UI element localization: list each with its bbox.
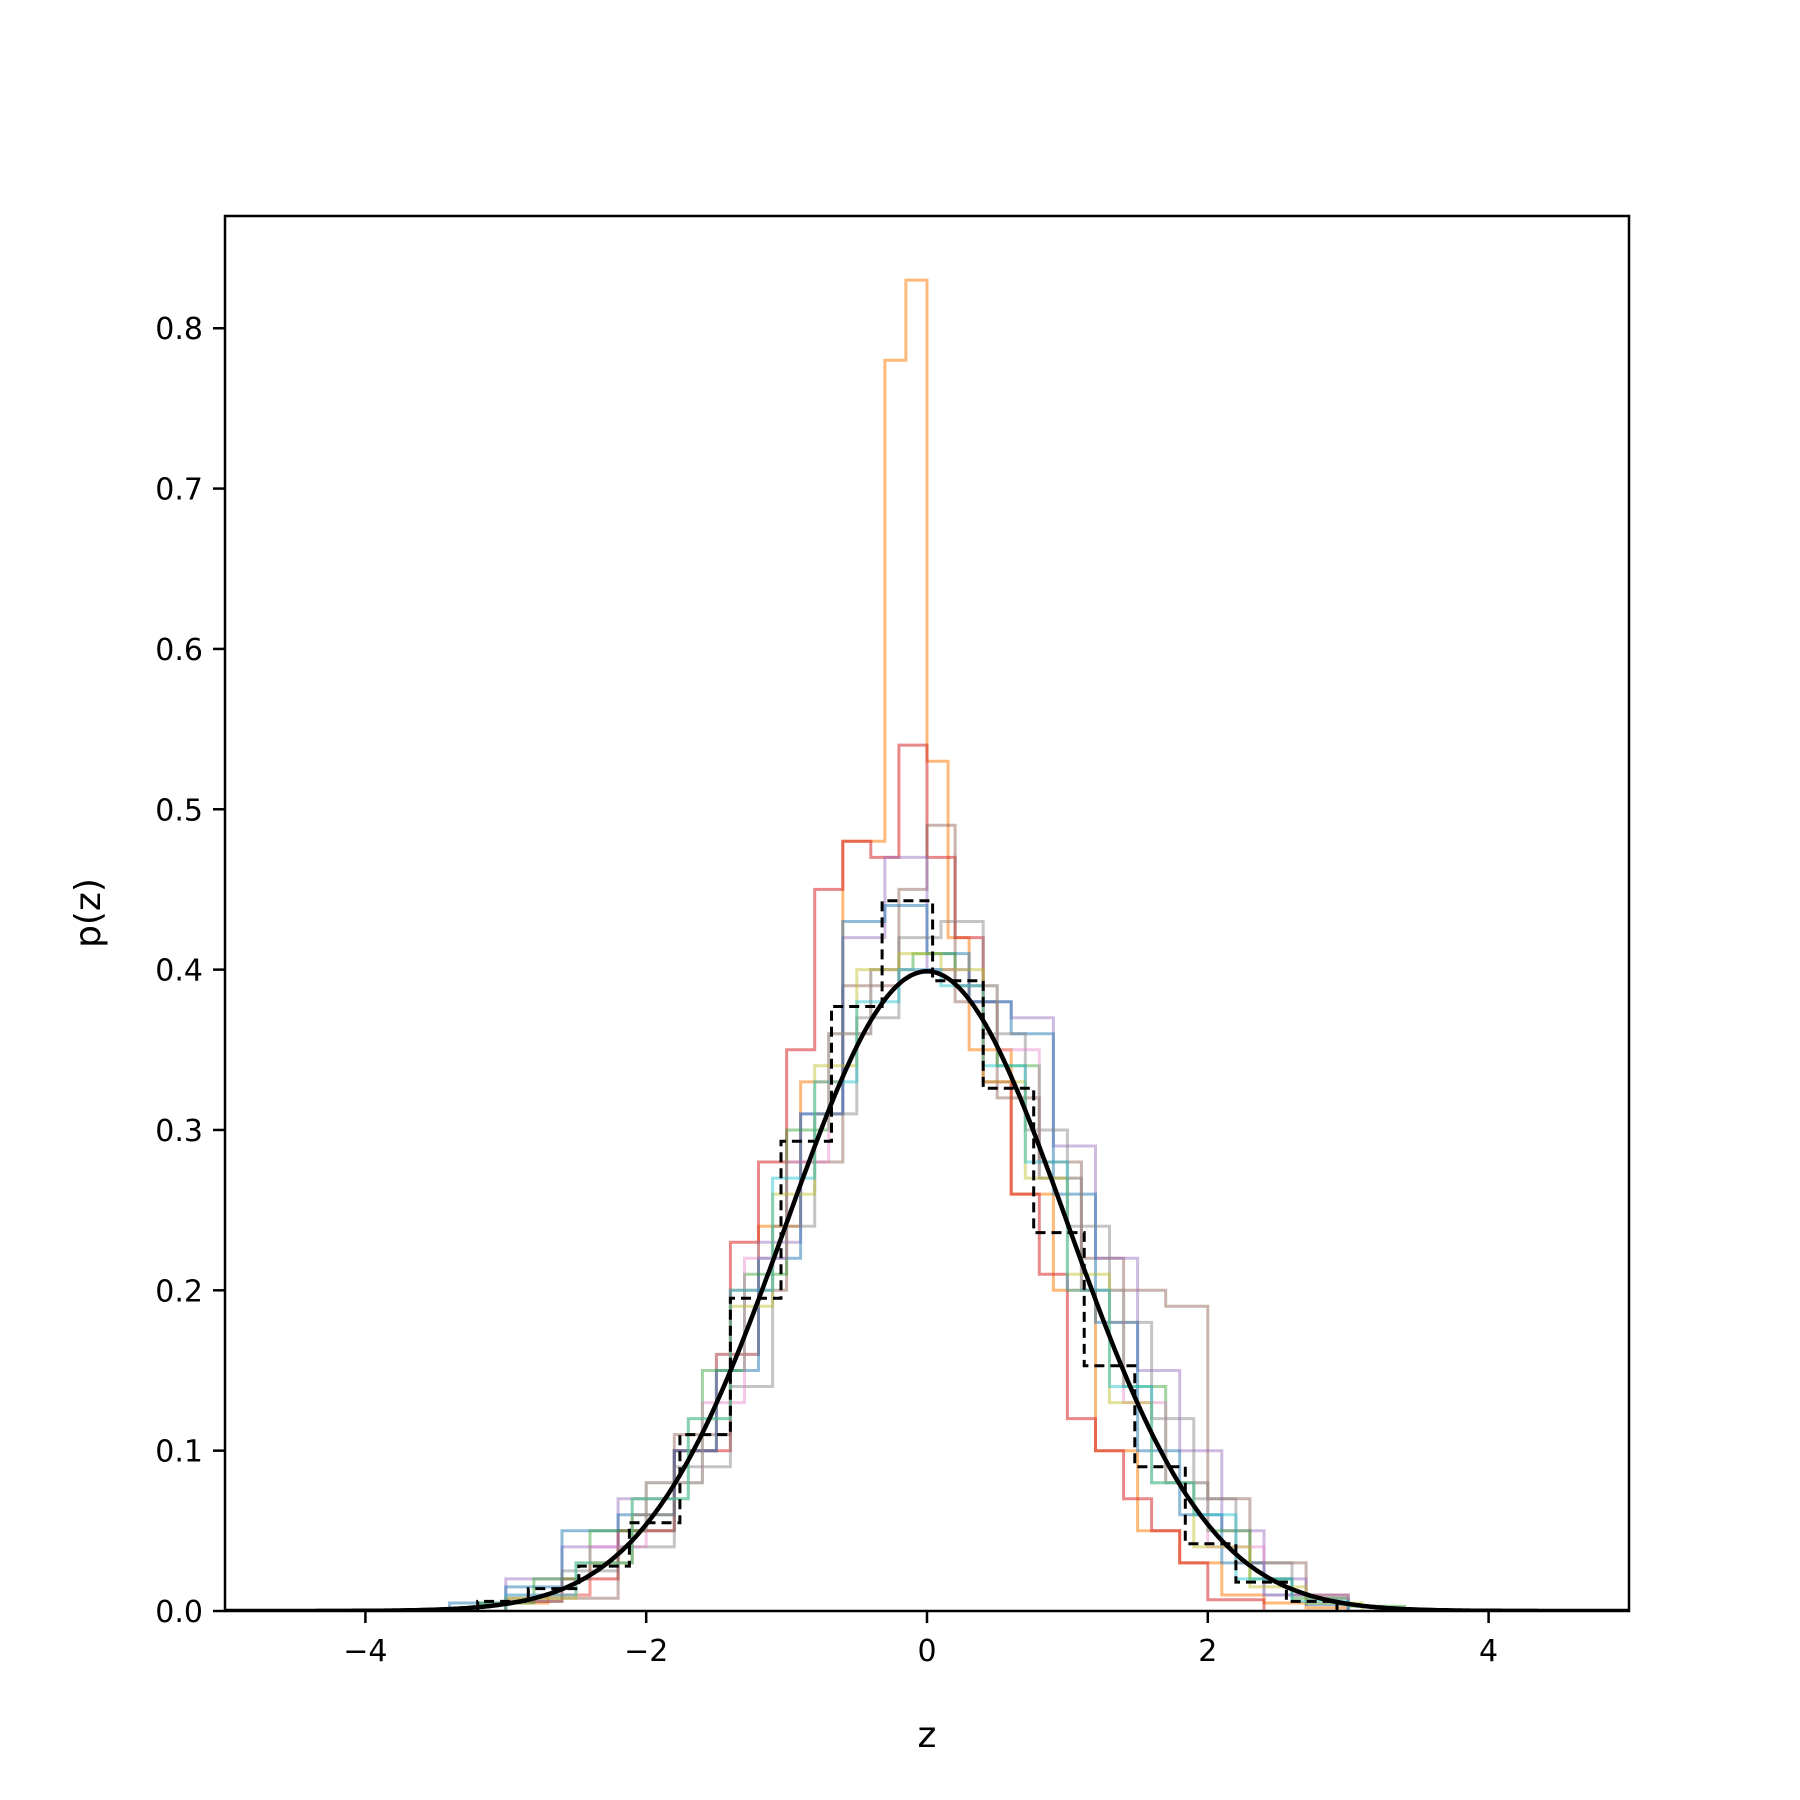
x-axis-ticks: −4 −2 0 2 4 xyxy=(343,1611,1498,1669)
x-tick-label: 2 xyxy=(1198,1634,1217,1669)
x-tick-label: −2 xyxy=(624,1634,668,1669)
histogram-series-6 xyxy=(476,952,1406,1611)
y-tick-label: 0.6 xyxy=(155,633,203,668)
histogram-series-5 xyxy=(448,904,1350,1611)
y-axis-ticks: 0.0 0.1 0.2 0.3 0.4 0.5 0.6 0.7 0.8 xyxy=(155,312,225,1630)
y-tick-label: 0.2 xyxy=(155,1274,203,1309)
y-tick-label: 0.4 xyxy=(155,954,203,989)
reference-histogram-layer xyxy=(476,899,1339,1611)
x-axis-label: z xyxy=(918,1715,937,1756)
histogram-layer xyxy=(448,278,1406,1611)
histogram-series-9 xyxy=(504,952,1364,1611)
x-tick-label: −4 xyxy=(343,1634,387,1669)
y-tick-label: 0.7 xyxy=(155,473,203,508)
y-axis-label: p(z) xyxy=(68,878,109,948)
y-tick-label: 0.0 xyxy=(155,1595,203,1630)
histogram-series-10 xyxy=(504,968,1350,1611)
reference-histogram xyxy=(476,899,1339,1611)
normal-density-curve xyxy=(225,969,1629,1611)
normal-density-layer xyxy=(225,969,1629,1611)
histogram-series-7 xyxy=(504,920,1350,1611)
plot-area xyxy=(225,278,1629,1611)
x-tick-label: 0 xyxy=(917,1634,936,1669)
y-tick-label: 0.1 xyxy=(155,1435,203,1470)
x-tick-label: 4 xyxy=(1479,1634,1498,1669)
y-tick-label: 0.3 xyxy=(155,1114,203,1149)
y-tick-label: 0.5 xyxy=(155,793,203,828)
y-tick-label: 0.8 xyxy=(155,312,203,347)
